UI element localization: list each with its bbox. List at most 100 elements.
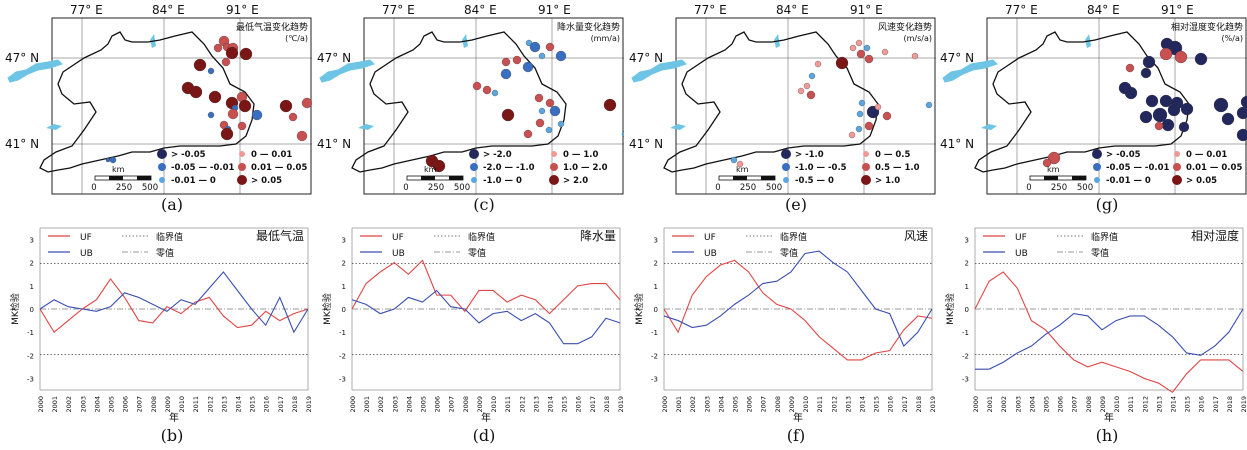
legend-ub-label: UB xyxy=(80,249,93,259)
y-axis-label: MK检验 xyxy=(633,293,645,325)
x-tick-label: 2003 xyxy=(79,396,87,413)
longitude-label: 84° E xyxy=(1087,3,1120,17)
legend-swatch xyxy=(158,163,166,171)
ub-series-line xyxy=(663,250,933,347)
station-marker xyxy=(806,90,816,100)
station-marker xyxy=(874,103,882,111)
scale-tick: 500 xyxy=(766,183,782,193)
x-tick-label: 2001 xyxy=(986,396,994,413)
x-tick-label: 2008 xyxy=(150,396,158,413)
x-tick-label: 2013 xyxy=(532,396,540,413)
station-marker xyxy=(189,85,203,99)
station-marker xyxy=(1240,95,1247,109)
x-tick-label: 2019 xyxy=(1240,396,1247,413)
legend-label: > 2.0 xyxy=(563,176,588,186)
region-boundary xyxy=(974,31,1190,173)
longitude-label: 91° E xyxy=(226,3,259,17)
scale-bar-segment xyxy=(733,176,747,180)
lake-shape xyxy=(358,124,374,130)
station-marker xyxy=(814,60,822,68)
x-tick-label: 2012 xyxy=(518,396,526,413)
y-tick-label: 0 xyxy=(30,306,34,314)
chart-panel-f: 3 2 1 0 -1 -2 -3 2000 2001 2002 2003 2004 2005 2006 20… xyxy=(624,218,937,426)
station-marker xyxy=(882,111,892,121)
station-marker xyxy=(549,105,561,117)
station-marker xyxy=(545,98,555,108)
x-axis-label: 年 xyxy=(793,411,803,424)
station-marker xyxy=(501,57,511,67)
longitude-label: 84° E xyxy=(464,3,497,17)
legend-swatch xyxy=(783,177,789,183)
x-tick-label: 2007 xyxy=(1071,396,1079,413)
legend-zero-label: 零值 xyxy=(780,247,798,259)
station-marker xyxy=(1167,103,1181,117)
x-tick-label: 2005 xyxy=(1043,396,1051,413)
station-marker xyxy=(808,72,816,80)
mk-chart-f: 3 2 1 0 -1 -2 -3 2000 2001 2002 2003 2004 2005 2006 20… xyxy=(633,227,937,424)
x-tick-label: 2010 xyxy=(1113,396,1121,413)
x-tick-label: 2017 xyxy=(589,396,597,413)
scale-tick: 0 xyxy=(1026,183,1031,193)
y-tick-label: -1 xyxy=(962,329,969,337)
legend-swatch xyxy=(1174,151,1180,157)
x-tick-label: 2009 xyxy=(1099,396,1107,413)
legend-label: > 0.05 xyxy=(251,176,282,186)
y-tick-label: 0 xyxy=(654,306,658,314)
y-tick-label: 1 xyxy=(965,283,969,291)
map-c: 77° E 84° E 91° E 47° N 41° N 降水量变化趋势(mm/a) > … xyxy=(317,3,638,195)
station-marker xyxy=(109,156,117,164)
y-tick-label: 2 xyxy=(30,260,34,268)
x-tick-label: 2004 xyxy=(717,396,725,413)
lake-shape xyxy=(631,59,687,83)
legend-zero-label: 零值 xyxy=(1091,247,1109,259)
station-marker xyxy=(512,55,522,65)
legend-swatch xyxy=(237,175,247,185)
legend-label: -1.0 — 0 xyxy=(483,176,522,186)
uf-series-line xyxy=(663,259,933,361)
x-tick-label: 2001 xyxy=(675,396,683,413)
mk-chart-d: 3 2 1 0 -1 -2 -3 2000 2001 2002 2003 2004 2005 2006 20… xyxy=(321,227,625,424)
chart-title: 最低气温 xyxy=(256,228,304,243)
latitude-label: 41° N xyxy=(317,137,351,151)
x-tick-label: 2007 xyxy=(136,396,144,413)
legend-critical-label: 临界值 xyxy=(468,231,495,243)
station-marker xyxy=(848,131,856,139)
scale-bar-segment xyxy=(1072,176,1086,180)
station-marker xyxy=(1174,50,1188,64)
legend-label: > -0.05 xyxy=(171,150,206,160)
legend-label: -0.01 — 0 xyxy=(1106,176,1151,186)
station-marker xyxy=(1236,128,1247,142)
x-tick-label: 2012 xyxy=(206,396,214,413)
station-marker xyxy=(835,56,849,70)
legend-label: -0.05 — -0.01 xyxy=(171,163,235,173)
y-tick-label: -3 xyxy=(27,375,34,383)
legend-critical-label: 临界值 xyxy=(780,231,807,243)
map-g: 77° E 84° E 91° E 47° N 41° N 相对湿度变化趋势(%/a) > … xyxy=(940,3,1247,195)
station-marker xyxy=(1194,52,1208,66)
x-tick-label: 2001 xyxy=(363,396,371,413)
map-panel-c: 77° E 84° E 91° E 47° N 41° N 降水量变化趋势 (mm/a) > … xyxy=(312,0,638,195)
legend-swatch xyxy=(239,151,245,157)
x-tick-label: 2011 xyxy=(504,396,512,413)
x-tick-label: 2007 xyxy=(448,396,456,413)
legend-label: -2.0 — -1.0 xyxy=(483,163,535,173)
legend-label: 0 — 1.0 xyxy=(563,150,598,160)
legend-label: > -1.0 xyxy=(795,150,824,160)
x-tick-label: 2009 xyxy=(788,396,796,413)
legend-swatch xyxy=(782,163,790,171)
station-marker xyxy=(529,41,541,53)
x-tick-label: 2008 xyxy=(774,396,782,413)
map-unit: (%/a) xyxy=(1222,34,1243,43)
y-tick-label: -2 xyxy=(27,352,34,360)
longitude-label: 91° E xyxy=(850,3,883,17)
station-marker xyxy=(251,109,263,121)
y-tick-label: 2 xyxy=(965,260,969,268)
x-axis-label: 年 xyxy=(169,411,179,424)
y-tick-label: -1 xyxy=(651,329,658,337)
region-boundary xyxy=(663,31,879,173)
latitude-label: 41° N xyxy=(5,137,39,151)
x-tick-label: 2008 xyxy=(1085,396,1093,413)
station-marker xyxy=(482,85,492,95)
uf-series-line xyxy=(974,271,1244,394)
x-tick-label: 2011 xyxy=(1127,396,1135,413)
